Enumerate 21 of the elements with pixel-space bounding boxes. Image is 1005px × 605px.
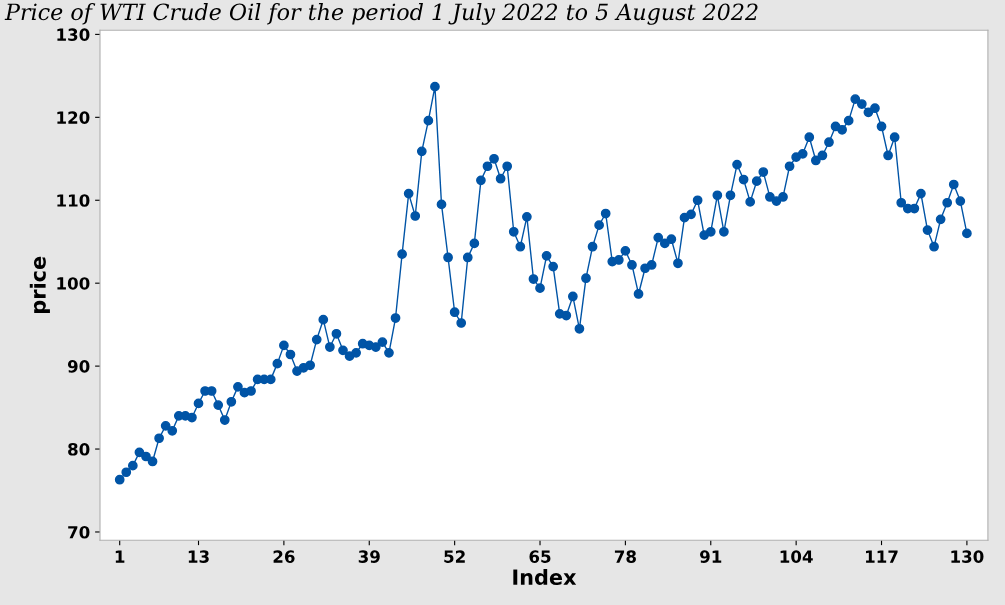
chart-title: Price of WTI Crude Oil for the period 1 July 2022 to 5 August 2022 <box>4 3 758 25</box>
y-tick-label: 100 <box>57 277 90 290</box>
x-tick-label: 52 <box>444 550 465 563</box>
x-tick-label: 26 <box>273 550 295 563</box>
x-tick-label: 117 <box>866 550 898 563</box>
y-tick-label: 120 <box>57 111 90 124</box>
y-tick-label: 80 <box>68 443 90 456</box>
x-tick-label: 130 <box>951 550 984 563</box>
x-tick-label: 65 <box>529 550 551 563</box>
x-axis-title: Index <box>513 568 577 586</box>
x-tick-label: 104 <box>780 550 813 563</box>
x-tick-label: 13 <box>188 550 209 563</box>
x-tick-label: 78 <box>614 550 636 563</box>
x-tick-label: 39 <box>358 550 380 563</box>
y-tick-label: 130 <box>57 28 90 41</box>
y-axis-title: price <box>29 256 50 313</box>
x-tick-label: 91 <box>700 550 722 563</box>
y-tick-label: 90 <box>67 360 90 373</box>
y-tick-label: 110 <box>57 194 90 207</box>
y-tick-label: 70 <box>68 525 90 539</box>
x-tick-label: 1 <box>115 550 125 563</box>
